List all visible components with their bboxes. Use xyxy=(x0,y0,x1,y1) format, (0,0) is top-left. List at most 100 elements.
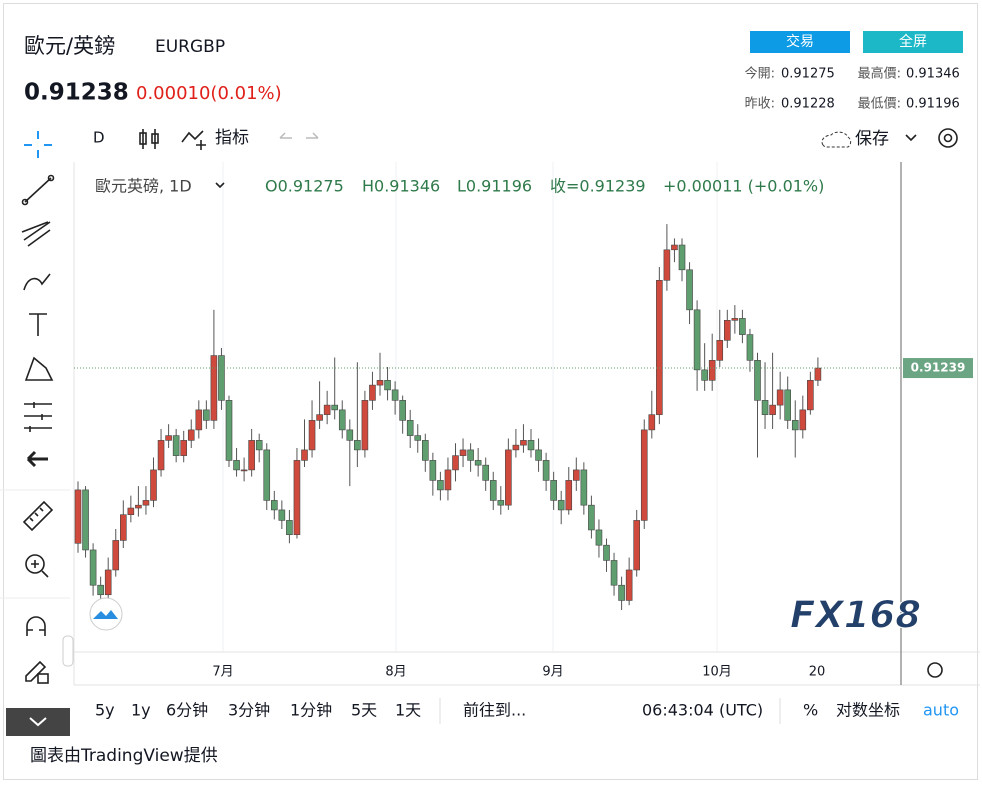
last-price-label: 0.91239 xyxy=(911,361,966,375)
candle-body xyxy=(739,318,746,335)
panel-toggle[interactable] xyxy=(62,635,74,667)
candle-body xyxy=(391,389,399,401)
bottom-bar: 5y 1y 6分钟 3分钟 1分钟 5天 1天 前往到... 06:43:04 (UTC)% 对数… xyxy=(95,698,959,724)
candle-body xyxy=(104,569,112,596)
symbol-name: 歐元/英鎊 xyxy=(24,34,115,58)
candle-body xyxy=(512,444,520,451)
candle-body xyxy=(89,549,97,586)
range-button[interactable]: 5y xyxy=(95,701,115,720)
candle-body xyxy=(618,584,625,601)
candle-body xyxy=(678,244,686,271)
undo-redo[interactable] xyxy=(279,132,319,139)
crosshair-tool[interactable] xyxy=(24,131,52,158)
legend-item: O0.91275 xyxy=(265,177,344,196)
candle-body xyxy=(640,429,648,521)
candle-body xyxy=(814,367,822,381)
candle-body xyxy=(610,560,618,586)
candle-body xyxy=(497,500,505,506)
fullscreen-button[interactable] xyxy=(863,31,963,53)
candle-body xyxy=(331,404,339,411)
legend-item: L0.91196 xyxy=(457,177,532,196)
cloud-icon[interactable] xyxy=(821,131,852,148)
auto-toggle[interactable]: auto xyxy=(923,701,959,720)
candle-body xyxy=(338,409,346,431)
settings-icon[interactable] xyxy=(938,128,958,148)
candle-body xyxy=(746,334,754,361)
save[interactable]: 保存 xyxy=(855,129,889,149)
percent-toggle[interactable]: % xyxy=(803,701,818,720)
candle-body xyxy=(263,449,271,501)
price: 0.91238 xyxy=(24,80,129,106)
candle-body xyxy=(527,440,535,451)
candle-body xyxy=(784,389,792,421)
stat-value: 0.91228 xyxy=(781,97,835,112)
legend-dropdown[interactable] xyxy=(215,182,225,189)
candle-body xyxy=(210,355,218,421)
candle-body xyxy=(361,400,369,451)
candle-body xyxy=(346,429,354,441)
candle-body xyxy=(671,244,678,251)
candle-body xyxy=(240,469,248,472)
interval[interactable]: D xyxy=(93,129,105,147)
candle-body xyxy=(633,520,641,571)
candle-body xyxy=(701,369,708,381)
legend-item: H0.91346 xyxy=(362,177,440,196)
candle-body xyxy=(369,384,376,401)
x-tick-label: 7月 xyxy=(212,665,233,680)
legend-title: 歐元英磅, 1D xyxy=(95,177,192,196)
indicators[interactable]: 指标 xyxy=(215,128,249,148)
range-button[interactable]: 1天 xyxy=(395,701,421,720)
trade-button-label[interactable]: 交易 xyxy=(786,33,814,50)
log-toggle[interactable]: 对数坐标 xyxy=(836,701,900,720)
candle-body xyxy=(731,318,739,321)
footer: 圖表由TradingView提供 xyxy=(30,746,218,766)
toolbar-divider xyxy=(0,489,70,599)
candle-body xyxy=(135,504,142,509)
stat-label: 最低價: xyxy=(858,97,901,112)
dropdown-icon[interactable] xyxy=(905,134,917,142)
range-button[interactable]: 6分钟 xyxy=(166,701,208,720)
stat-value: 0.91275 xyxy=(781,67,835,82)
candle-body xyxy=(150,469,157,501)
candle-body xyxy=(776,389,784,406)
candle-body xyxy=(467,449,474,461)
candle-body xyxy=(686,269,693,311)
candle-body xyxy=(165,435,172,441)
trade-button[interactable] xyxy=(750,31,850,53)
candle-body xyxy=(354,440,361,451)
symbol-code: EURGBP xyxy=(155,37,225,57)
fullscreen-button-label[interactable]: 全屏 xyxy=(899,33,927,50)
candle-body xyxy=(437,480,444,491)
candle-body xyxy=(203,409,210,421)
settings-icon-center xyxy=(943,133,953,143)
candle-type-icon[interactable] xyxy=(139,129,159,149)
x-tick-label: 9月 xyxy=(542,665,563,680)
range-button[interactable]: 1y xyxy=(131,701,151,720)
goto-button[interactable]: 前往到... xyxy=(463,701,526,720)
clock: 06:43:04 (UTC) xyxy=(642,701,763,720)
range-button[interactable]: 1分钟 xyxy=(290,701,332,720)
candle-body xyxy=(399,400,406,421)
range-button[interactable]: 3分钟 xyxy=(228,701,270,720)
collapse-button[interactable] xyxy=(6,708,70,736)
left-toolbar[interactable] xyxy=(21,174,55,684)
candle-body xyxy=(482,464,490,481)
axis-settings-icon[interactable] xyxy=(927,662,943,678)
candle-body xyxy=(565,480,573,511)
x-tick-label: 10月 xyxy=(702,665,732,680)
indicator-icon[interactable] xyxy=(181,130,206,150)
watermark: FX168 xyxy=(790,594,921,637)
candle-body xyxy=(459,449,467,456)
candle-body xyxy=(82,489,89,551)
candle-body xyxy=(157,440,165,471)
candle-body xyxy=(716,340,724,361)
candle-body xyxy=(603,544,610,561)
x-tick-label: 20 xyxy=(809,665,826,680)
stat-value: 0.91346 xyxy=(906,67,960,82)
stat-label: 最高價: xyxy=(858,66,901,82)
candle-body xyxy=(301,449,308,461)
candle-body xyxy=(489,480,497,501)
candle-body xyxy=(769,404,776,415)
candle-body xyxy=(791,420,799,431)
range-button[interactable]: 5天 xyxy=(351,701,377,720)
